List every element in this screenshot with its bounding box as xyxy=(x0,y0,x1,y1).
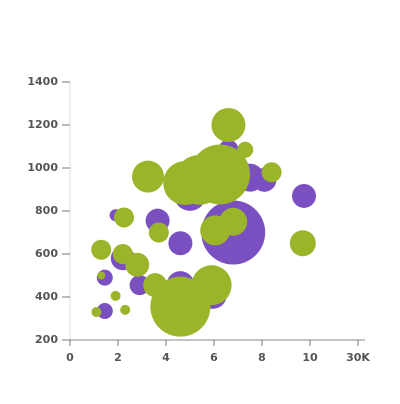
bubble xyxy=(292,183,316,208)
bubble xyxy=(120,304,131,315)
x-tick-label: 6 xyxy=(210,351,218,364)
x-tick-label: 8 xyxy=(258,351,266,364)
x-tick-label: 30K xyxy=(346,351,370,364)
bubble xyxy=(211,108,246,142)
bubble xyxy=(261,162,282,183)
x-tick-label: 10 xyxy=(302,351,318,364)
y-tick-label: 200 xyxy=(35,333,58,346)
bubble xyxy=(163,161,208,206)
bubble xyxy=(237,141,254,158)
bubble xyxy=(110,290,121,301)
x-tick-label: 2 xyxy=(114,351,122,364)
bubble xyxy=(191,265,232,306)
y-tick-label: 1200 xyxy=(27,118,58,131)
bubble xyxy=(168,231,193,256)
bubble xyxy=(114,207,134,228)
bubble xyxy=(112,244,133,264)
y-tick-label: 1400 xyxy=(27,75,58,88)
bubble xyxy=(289,230,316,257)
bubble xyxy=(97,271,106,280)
x-tick-label: 0 xyxy=(66,351,74,364)
y-tick-label: 600 xyxy=(35,247,58,260)
y-tick-label: 400 xyxy=(35,290,58,303)
bubble xyxy=(96,302,113,319)
bubble xyxy=(143,273,168,298)
bubble xyxy=(219,207,248,236)
bubble xyxy=(91,307,102,318)
bubble xyxy=(91,239,112,260)
y-tick-label: 800 xyxy=(35,204,58,217)
y-tick-label: 1000 xyxy=(27,161,58,174)
bubble xyxy=(148,222,169,243)
bubble xyxy=(132,160,164,193)
x-tick-label: 4 xyxy=(162,351,170,364)
